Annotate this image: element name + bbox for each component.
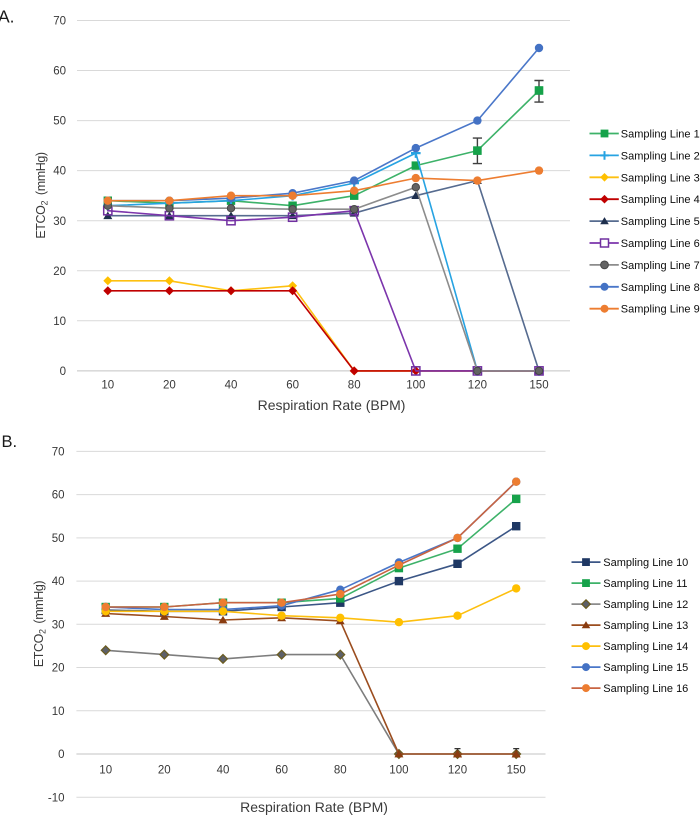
svg-text:Sampling Line 6: Sampling Line 6 <box>621 238 700 250</box>
svg-text:60: 60 <box>286 380 299 392</box>
svg-text:10: 10 <box>52 706 65 718</box>
svg-text:10: 10 <box>53 316 66 328</box>
svg-text:Sampling Line 3: Sampling Line 3 <box>621 172 700 184</box>
svg-text:Sampling Line 1: Sampling Line 1 <box>621 129 700 141</box>
svg-text:70: 70 <box>52 447 65 459</box>
svg-text:20: 20 <box>53 266 66 278</box>
svg-text:50: 50 <box>53 116 66 128</box>
svg-text:Sampling Line 5: Sampling Line 5 <box>621 216 700 228</box>
svg-text:Sampling Line 4: Sampling Line 4 <box>621 194 700 206</box>
svg-text:70: 70 <box>53 16 66 28</box>
svg-text:60: 60 <box>53 66 66 78</box>
svg-text:Sampling Line 9: Sampling Line 9 <box>621 304 700 316</box>
svg-text:A.: A. <box>0 7 15 27</box>
svg-text:120: 120 <box>448 765 467 777</box>
svg-text:0: 0 <box>58 749 64 761</box>
svg-text:Sampling Line 12: Sampling Line 12 <box>603 599 688 611</box>
svg-text:Sampling Line 15: Sampling Line 15 <box>603 662 688 674</box>
svg-text:Sampling Line 16: Sampling Line 16 <box>603 683 688 695</box>
svg-text:20: 20 <box>52 663 65 675</box>
svg-text:Sampling Line 10: Sampling Line 10 <box>603 557 688 569</box>
svg-text:Sampling Line 14: Sampling Line 14 <box>603 641 688 653</box>
svg-text:80: 80 <box>348 380 361 392</box>
svg-text:40: 40 <box>217 765 230 777</box>
svg-text:150: 150 <box>529 380 548 392</box>
svg-text:60: 60 <box>275 765 288 777</box>
svg-text:20: 20 <box>158 765 171 777</box>
svg-text:ETCO2 (mmHg): ETCO2 (mmHg) <box>34 152 50 239</box>
svg-text:Sampling Line 8: Sampling Line 8 <box>621 282 700 294</box>
svg-text:10: 10 <box>101 380 114 392</box>
svg-text:B.: B. <box>2 433 18 451</box>
svg-text:30: 30 <box>53 216 66 228</box>
svg-text:Respiration Rate (BPM): Respiration Rate (BPM) <box>258 397 406 413</box>
svg-text:Sampling Line 7: Sampling Line 7 <box>621 260 700 272</box>
svg-text:30: 30 <box>52 619 65 631</box>
svg-text:Sampling Line 13: Sampling Line 13 <box>603 620 688 632</box>
svg-text:80: 80 <box>334 765 347 777</box>
svg-text:Respiration Rate (BPM): Respiration Rate (BPM) <box>240 799 388 815</box>
svg-text:ETCO2 (mmHg): ETCO2 (mmHg) <box>32 581 48 668</box>
svg-text:40: 40 <box>53 166 66 178</box>
svg-text:-10: -10 <box>48 792 65 804</box>
svg-text:20: 20 <box>163 380 176 392</box>
svg-text:100: 100 <box>389 765 408 777</box>
svg-text:Sampling Line 2: Sampling Line 2 <box>621 150 700 162</box>
svg-text:120: 120 <box>468 380 487 392</box>
svg-text:0: 0 <box>60 366 66 378</box>
svg-text:60: 60 <box>52 490 65 502</box>
svg-text:150: 150 <box>507 765 526 777</box>
svg-text:40: 40 <box>52 576 65 588</box>
svg-text:100: 100 <box>406 380 425 392</box>
svg-text:10: 10 <box>99 765 112 777</box>
svg-text:40: 40 <box>225 380 238 392</box>
svg-text:Sampling Line 11: Sampling Line 11 <box>603 578 687 590</box>
svg-text:50: 50 <box>52 533 65 545</box>
